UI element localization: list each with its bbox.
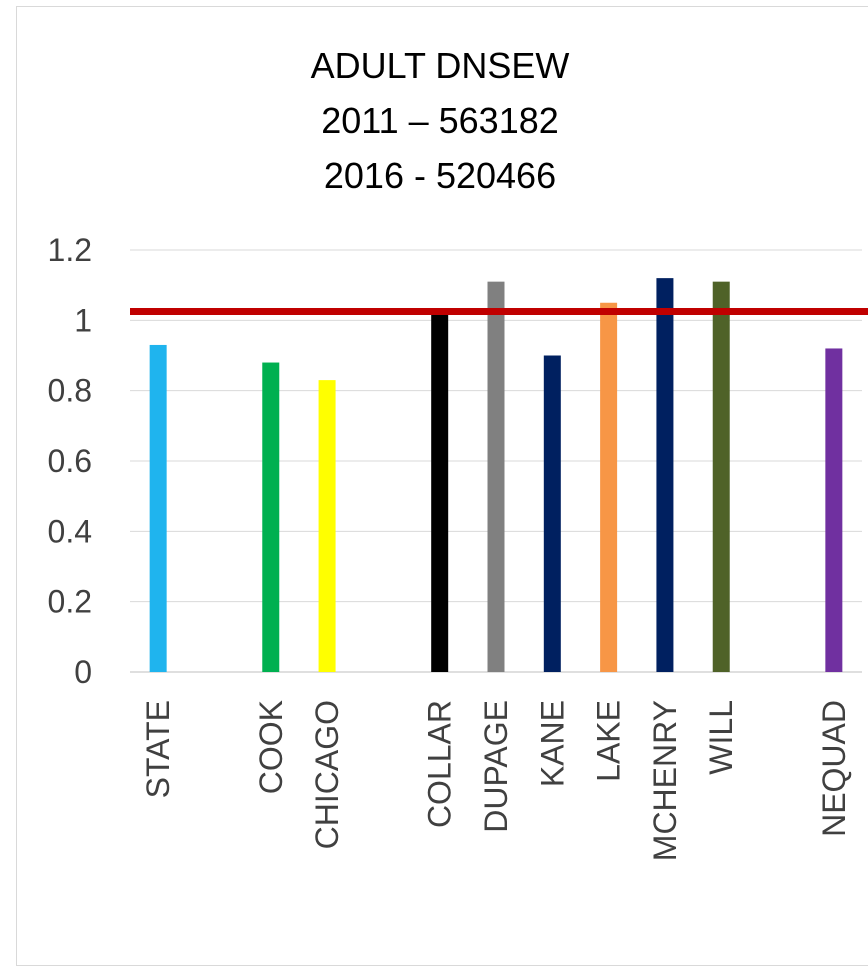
y-tick-label: 1.2 — [48, 232, 92, 268]
y-tick-label: 0.4 — [48, 513, 92, 549]
x-axis-category-labels: STATE COOK CHICAGO COLLAR DUPAGE KANE LAKE MCHE… — [140, 700, 852, 861]
chart-title-line-1: ADULT DNSEW — [311, 45, 570, 86]
bar-mchenry — [656, 278, 674, 672]
x-tick-label-collar: COLLAR — [422, 700, 458, 828]
bar-kane — [543, 355, 561, 672]
y-tick-label: 0.6 — [48, 443, 92, 479]
bar-collar — [431, 313, 449, 672]
bar-cook — [262, 362, 280, 672]
x-tick-label-dupage: DUPAGE — [478, 700, 514, 833]
x-tick-label-kane: KANE — [534, 700, 570, 787]
x-tick-label-mchenry: MCHENRY — [647, 700, 683, 861]
x-tick-label-lake: LAKE — [591, 700, 627, 782]
chart-title-line-2: 2011 – 563182 — [321, 100, 559, 141]
bars — [149, 278, 843, 672]
bar-chicago — [318, 380, 336, 672]
x-tick-label-will: WILL — [703, 700, 739, 775]
bar-state — [149, 344, 167, 672]
y-tick-label: 0.8 — [48, 373, 92, 409]
y-tick-label: 0.2 — [48, 584, 92, 620]
bar-nequad — [825, 348, 843, 672]
x-tick-label-chicago: CHICAGO — [309, 700, 345, 849]
x-tick-label-state: STATE — [140, 700, 176, 798]
bar-dupage — [487, 281, 505, 672]
y-tick-label: 0 — [74, 654, 92, 690]
x-tick-label-cook: COOK — [253, 700, 289, 794]
y-axis-tick-labels: 0 0.2 0.4 0.6 0.8 1 1.2 — [48, 232, 92, 690]
chart-title-line-3: 2016 - 520466 — [324, 155, 556, 196]
y-tick-label: 1 — [74, 302, 92, 338]
bar-will — [712, 281, 730, 672]
x-tick-label-nequad: NEQUAD — [816, 700, 852, 837]
bar-lake — [600, 302, 618, 672]
chart-title: ADULT DNSEW 2011 – 563182 2016 - 520466 — [311, 45, 570, 196]
